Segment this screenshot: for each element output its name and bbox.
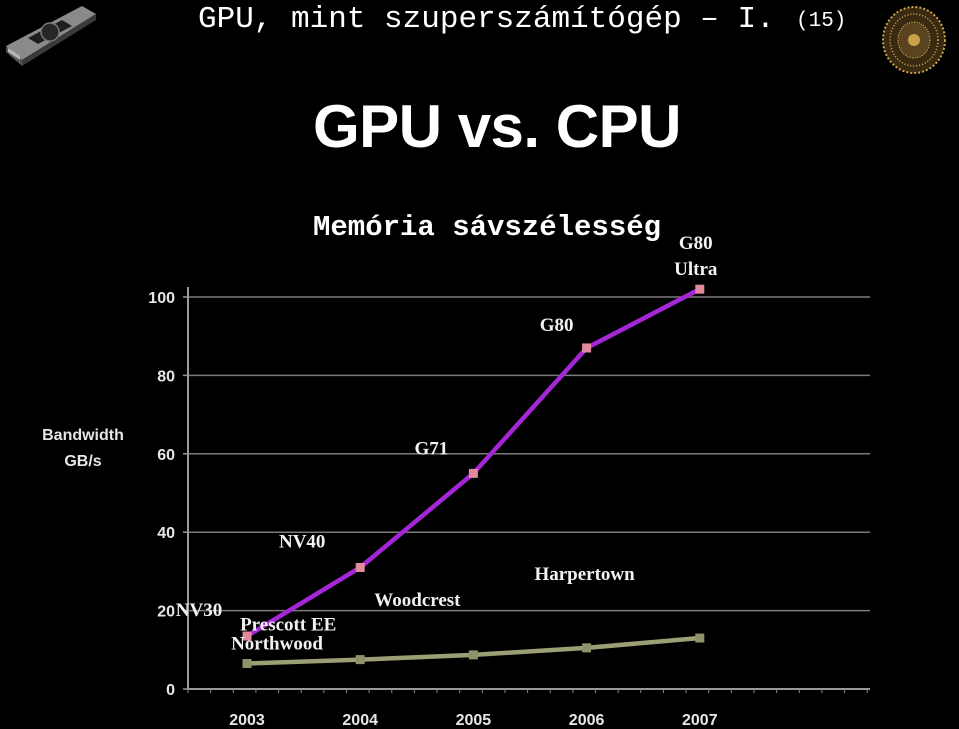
y-axis-label-line2: GB/s bbox=[64, 453, 101, 470]
data-point-marker bbox=[242, 659, 252, 669]
point-label: G80 bbox=[540, 315, 574, 336]
x-tick-label: 2003 bbox=[229, 712, 265, 729]
data-point-marker bbox=[355, 655, 365, 665]
y-tick-label: 0 bbox=[166, 682, 175, 699]
data-point-marker bbox=[242, 631, 252, 641]
chart-gridlines bbox=[188, 296, 870, 612]
point-label: Prescott EE bbox=[240, 615, 336, 636]
data-point-marker bbox=[468, 650, 478, 660]
data-point-marker bbox=[582, 643, 592, 653]
chart-axes bbox=[183, 287, 870, 693]
point-labels: NV30 NV40 G71 G80 G80 Ultra NorthwoodPrescott … bbox=[176, 233, 718, 654]
gpu-card-icon bbox=[6, 6, 96, 66]
chart-title: Memória sávszélesség bbox=[313, 211, 662, 244]
data-point-marker bbox=[582, 343, 592, 353]
x-tick-label: 2005 bbox=[456, 712, 492, 729]
data-point-marker bbox=[695, 633, 705, 643]
point-label: Woodcrest bbox=[374, 590, 461, 611]
y-tick-label: 80 bbox=[157, 368, 175, 385]
point-label: G71 bbox=[415, 438, 449, 459]
x-tick-label: 2004 bbox=[342, 712, 378, 729]
slide-title: GPU vs. CPU bbox=[313, 93, 681, 160]
data-point-marker bbox=[695, 284, 705, 294]
x-tick-labels: 2003 2004 2005 2006 2007 bbox=[229, 712, 717, 729]
x-tick-label: 2007 bbox=[682, 712, 718, 729]
university-seal-icon bbox=[882, 6, 946, 74]
y-tick-label: 40 bbox=[157, 525, 175, 542]
y-tick-labels: 0 20 40 60 80 100 bbox=[148, 290, 175, 699]
point-label: NV40 bbox=[279, 531, 325, 552]
chart-series bbox=[242, 284, 705, 669]
y-tick-label: 60 bbox=[157, 447, 175, 464]
y-axis-label-line1: Bandwidth bbox=[42, 427, 124, 444]
point-label: Northwood bbox=[231, 634, 323, 655]
point-label: Ultra bbox=[674, 259, 718, 280]
point-label: NV30 bbox=[176, 600, 222, 621]
y-tick-label: 20 bbox=[157, 604, 175, 621]
data-point-marker bbox=[355, 562, 365, 572]
y-tick-label: 100 bbox=[148, 290, 175, 307]
header-title: GPU, mint szuperszámítógép – I. bbox=[198, 2, 775, 37]
data-point-marker bbox=[468, 468, 478, 478]
page-number: (15) bbox=[796, 10, 847, 33]
point-label: Harpertown bbox=[534, 564, 635, 585]
point-label: G80 bbox=[679, 233, 713, 254]
x-tick-label: 2006 bbox=[569, 712, 605, 729]
